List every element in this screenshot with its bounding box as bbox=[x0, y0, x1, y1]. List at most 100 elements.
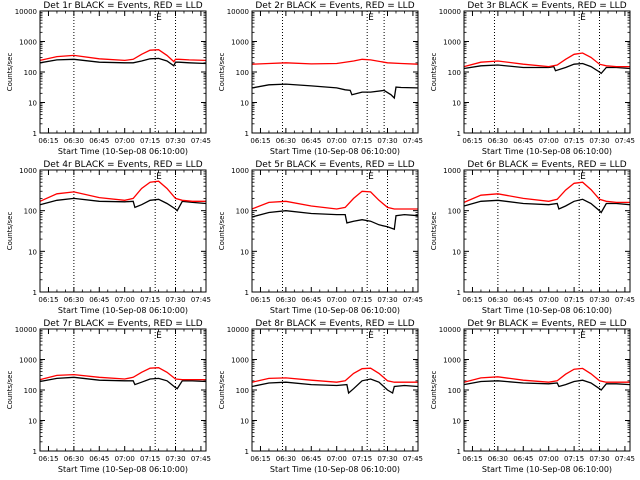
x-tick-label: 07:45 bbox=[403, 296, 423, 304]
series-lld-line bbox=[39, 180, 206, 202]
y-tick-label: 100 bbox=[236, 387, 249, 395]
x-tick-label: 07:30 bbox=[165, 296, 185, 304]
y-tick-label: 1 bbox=[457, 289, 461, 297]
x-tick-label: 06:45 bbox=[89, 137, 109, 145]
x-tick-label: 07:45 bbox=[191, 455, 211, 463]
y-tick-label: 10 bbox=[28, 100, 37, 108]
series-events-line bbox=[39, 376, 207, 390]
series-events-line bbox=[463, 198, 631, 214]
detector-panel-6: Det 6r BLACK = Events, RED = LLD Counts/s… bbox=[430, 160, 635, 315]
y-tick-label: 10000 bbox=[15, 326, 37, 334]
y-tick-label: 100 bbox=[236, 69, 249, 77]
y-tick-label: 10 bbox=[452, 418, 461, 426]
y-tick-label: 10000 bbox=[227, 8, 249, 16]
y-tick-label: 10 bbox=[240, 248, 249, 256]
x-tick-label: 07:45 bbox=[191, 296, 211, 304]
y-tick-label: 1000 bbox=[231, 39, 249, 47]
x-axis-label: Start Time (10-Sep-08 06:10:00) bbox=[58, 306, 188, 315]
detector-panel-9: Det 9r BLACK = Events, RED = LLD Counts/s… bbox=[430, 319, 635, 474]
detector-panel-1: Det 1r BLACK = Events, RED = LLD Counts/s… bbox=[6, 1, 211, 156]
y-tick-label: 10 bbox=[240, 100, 249, 108]
x-tick-label: 07:30 bbox=[165, 455, 185, 463]
y-tick-label: 100 bbox=[24, 387, 37, 395]
y-axis-label: Counts/sec bbox=[6, 371, 14, 410]
x-tick-label: 06:30 bbox=[276, 455, 296, 463]
x-tick-label: 06:30 bbox=[64, 455, 84, 463]
y-tick-label: 100 bbox=[24, 208, 37, 216]
y-tick-label: 1000 bbox=[19, 357, 37, 365]
x-tick-label: 07:15 bbox=[352, 296, 372, 304]
detector-panel-2: Det 2r BLACK = Events, RED = LLD Counts/s… bbox=[218, 1, 423, 156]
marker-label: E bbox=[156, 331, 162, 341]
x-tick-label: 07:30 bbox=[377, 296, 397, 304]
panel-title: Det 1r BLACK = Events, RED = LLD bbox=[43, 1, 202, 11]
plot-frame bbox=[39, 169, 207, 293]
y-tick-label: 10 bbox=[452, 100, 461, 108]
y-tick-label: 1 bbox=[33, 448, 37, 456]
series-events-line bbox=[463, 62, 631, 75]
x-tick-label: 06:45 bbox=[513, 296, 533, 304]
panel-title: Det 9r BLACK = Events, RED = LLD bbox=[467, 319, 626, 329]
y-tick-label: 100 bbox=[24, 69, 37, 77]
y-tick-label: 1 bbox=[33, 289, 37, 297]
x-tick-label: 07:30 bbox=[589, 296, 609, 304]
series-lld-line bbox=[463, 52, 630, 68]
y-tick-label: 10 bbox=[28, 418, 37, 426]
y-tick-label: 1000 bbox=[231, 357, 249, 365]
x-tick-label: 06:15 bbox=[38, 455, 58, 463]
series-events-line bbox=[251, 83, 419, 100]
detector-panel-8: Det 8r BLACK = Events, RED = LLD Counts/s… bbox=[218, 319, 423, 474]
x-tick-label: 06:30 bbox=[64, 296, 84, 304]
detector-panel-5: Det 5r BLACK = Events, RED = LLD Counts/s… bbox=[218, 160, 423, 315]
series-lld-line bbox=[39, 49, 207, 63]
x-tick-label: 06:15 bbox=[38, 137, 58, 145]
detector-panel-4: Det 4r BLACK = Events, RED = LLD Counts/s… bbox=[6, 160, 211, 315]
y-axis-label: Counts/sec bbox=[6, 53, 14, 92]
x-tick-label: 06:45 bbox=[513, 137, 533, 145]
y-tick-label: 10 bbox=[28, 248, 37, 256]
x-tick-label: 07:45 bbox=[615, 137, 635, 145]
panel-title: Det 8r BLACK = Events, RED = LLD bbox=[255, 319, 414, 329]
x-tick-label: 07:30 bbox=[165, 137, 185, 145]
x-tick-label: 07:15 bbox=[352, 455, 372, 463]
x-axis-label: Start Time (10-Sep-08 06:10:00) bbox=[58, 147, 188, 156]
x-axis-label: Start Time (10-Sep-08 06:10:00) bbox=[270, 465, 400, 474]
y-tick-label: 10000 bbox=[15, 8, 37, 16]
series-events-line bbox=[251, 378, 419, 395]
x-tick-label: 07:00 bbox=[539, 296, 559, 304]
marker-label: E bbox=[368, 331, 374, 341]
x-tick-label: 07:00 bbox=[327, 137, 347, 145]
plot-frame bbox=[251, 169, 419, 293]
x-tick-label: 06:45 bbox=[301, 137, 321, 145]
x-tick-label: 06:15 bbox=[462, 455, 482, 463]
marker-label: E bbox=[156, 13, 162, 23]
x-tick-label: 06:15 bbox=[462, 296, 482, 304]
series-lld-line bbox=[251, 367, 418, 383]
y-tick-label: 1 bbox=[457, 448, 461, 456]
x-tick-label: 07:00 bbox=[539, 137, 559, 145]
x-tick-label: 07:00 bbox=[115, 137, 135, 145]
y-tick-label: 1000 bbox=[443, 357, 461, 365]
x-tick-label: 07:15 bbox=[352, 137, 372, 145]
series-events-line bbox=[251, 210, 419, 231]
x-tick-label: 06:30 bbox=[276, 296, 296, 304]
y-tick-label: 1 bbox=[245, 289, 249, 297]
x-tick-label: 07:15 bbox=[564, 137, 584, 145]
series-lld-line bbox=[251, 190, 418, 210]
x-tick-label: 07:45 bbox=[191, 137, 211, 145]
x-tick-label: 07:30 bbox=[589, 137, 609, 145]
plot-frame bbox=[463, 328, 631, 452]
x-axis-label: Start Time (10-Sep-08 06:10:00) bbox=[482, 306, 612, 315]
x-tick-label: 07:00 bbox=[327, 296, 347, 304]
x-tick-label: 07:15 bbox=[564, 455, 584, 463]
x-tick-label: 06:15 bbox=[462, 137, 482, 145]
x-axis-label: Start Time (10-Sep-08 06:10:00) bbox=[270, 306, 400, 315]
series-events-line bbox=[39, 197, 207, 212]
y-axis-label: Counts/sec bbox=[218, 212, 226, 251]
x-axis-label: Start Time (10-Sep-08 06:10:00) bbox=[482, 147, 612, 156]
x-tick-label: 06:15 bbox=[250, 137, 270, 145]
x-tick-label: 06:45 bbox=[301, 296, 321, 304]
x-tick-label: 07:30 bbox=[589, 455, 609, 463]
y-tick-label: 1000 bbox=[443, 39, 461, 47]
